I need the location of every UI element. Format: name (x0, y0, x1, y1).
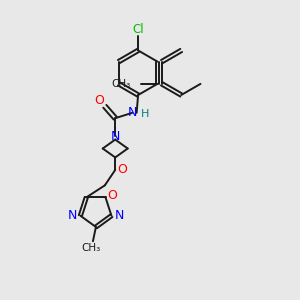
Text: O: O (117, 164, 127, 176)
Text: O: O (108, 189, 118, 203)
Text: O: O (94, 94, 104, 107)
Text: N: N (128, 106, 137, 119)
Text: Cl: Cl (132, 22, 144, 35)
Text: N: N (115, 209, 124, 222)
Text: N: N (110, 130, 120, 142)
Text: CH₃: CH₃ (82, 243, 101, 253)
Text: CH₃: CH₃ (111, 79, 131, 89)
Text: H: H (141, 109, 149, 119)
Text: N: N (68, 209, 77, 222)
